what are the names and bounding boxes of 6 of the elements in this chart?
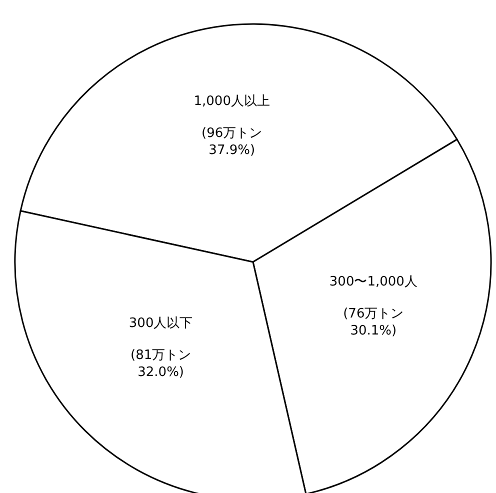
data-label: (96万トン 37.9%) [202, 126, 262, 158]
data-label: (81万トン 32.0%) [130, 348, 192, 380]
data-label: (76万トン 30.1%) [343, 306, 404, 338]
slice-label: 1,000人以上 [194, 94, 270, 109]
slice-label: 300〜1,000人 [329, 274, 418, 290]
slice-label: 300人以下 [128, 316, 193, 331]
